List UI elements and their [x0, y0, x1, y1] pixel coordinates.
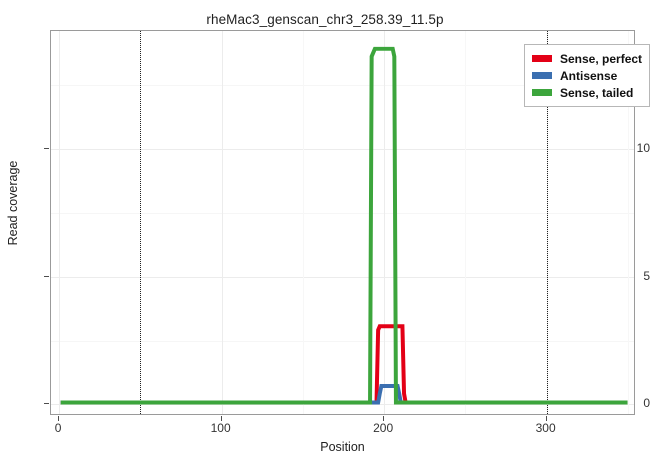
legend-label: Antisense: [560, 68, 618, 83]
x-tick-mark: [383, 416, 385, 421]
x-tick-mark: [58, 416, 60, 421]
x-tick-label: 200: [373, 421, 394, 435]
gridline-horizontal-minor: [51, 340, 634, 342]
y-tick-label: 10: [636, 140, 650, 155]
y-tick-mark: [44, 275, 49, 277]
gridline-vertical-minor: [627, 31, 629, 414]
marker-vline: [546, 31, 548, 414]
x-tick-label: 100: [210, 421, 231, 435]
x-tick-label: 300: [535, 421, 556, 435]
gridline-horizontal-major: [51, 404, 634, 406]
marker-vline: [140, 31, 142, 414]
y-tick-mark: [44, 147, 49, 149]
legend-item: Antisense: [531, 67, 642, 84]
y-tick-label: 5: [643, 268, 650, 283]
legend-label: Sense, perfect: [560, 51, 643, 66]
gridline-vertical-minor: [302, 31, 304, 414]
series-line: [60, 46, 628, 405]
legend-label: Sense, tailed: [560, 85, 634, 100]
legend: Sense, perfect Antisense Sense, tailed: [524, 44, 650, 107]
x-tick-label: 0: [54, 421, 62, 435]
legend-item: Sense, perfect: [531, 50, 642, 67]
gridline-vertical-minor: [465, 31, 467, 414]
legend-item: Sense, tailed: [531, 84, 642, 101]
gridline-horizontal-major: [51, 276, 634, 278]
series-layer: [60, 46, 628, 405]
gridline-vertical-major: [384, 31, 386, 414]
chart-title: rheMac3_genscan_chr3_258.39_11.5p: [206, 12, 444, 27]
gridline-horizontal-minor: [51, 84, 634, 86]
legend-swatch: [531, 54, 553, 63]
series-line: [60, 324, 628, 405]
gridline-horizontal-major: [51, 148, 634, 150]
gridline-vertical-major: [221, 31, 223, 414]
x-tick-mark: [220, 416, 222, 421]
y-tick-mark: [44, 403, 49, 405]
x-axis-title: Position: [320, 440, 365, 454]
x-tick-mark: [545, 416, 547, 421]
y-axis-title: Read coverage: [6, 160, 20, 246]
legend-swatch: [531, 88, 553, 97]
series-line: [60, 384, 628, 405]
legend-swatch: [531, 71, 553, 80]
gridline-vertical-major: [59, 31, 61, 414]
y-tick-label: 0: [643, 396, 650, 411]
gridline-horizontal-minor: [51, 212, 634, 214]
